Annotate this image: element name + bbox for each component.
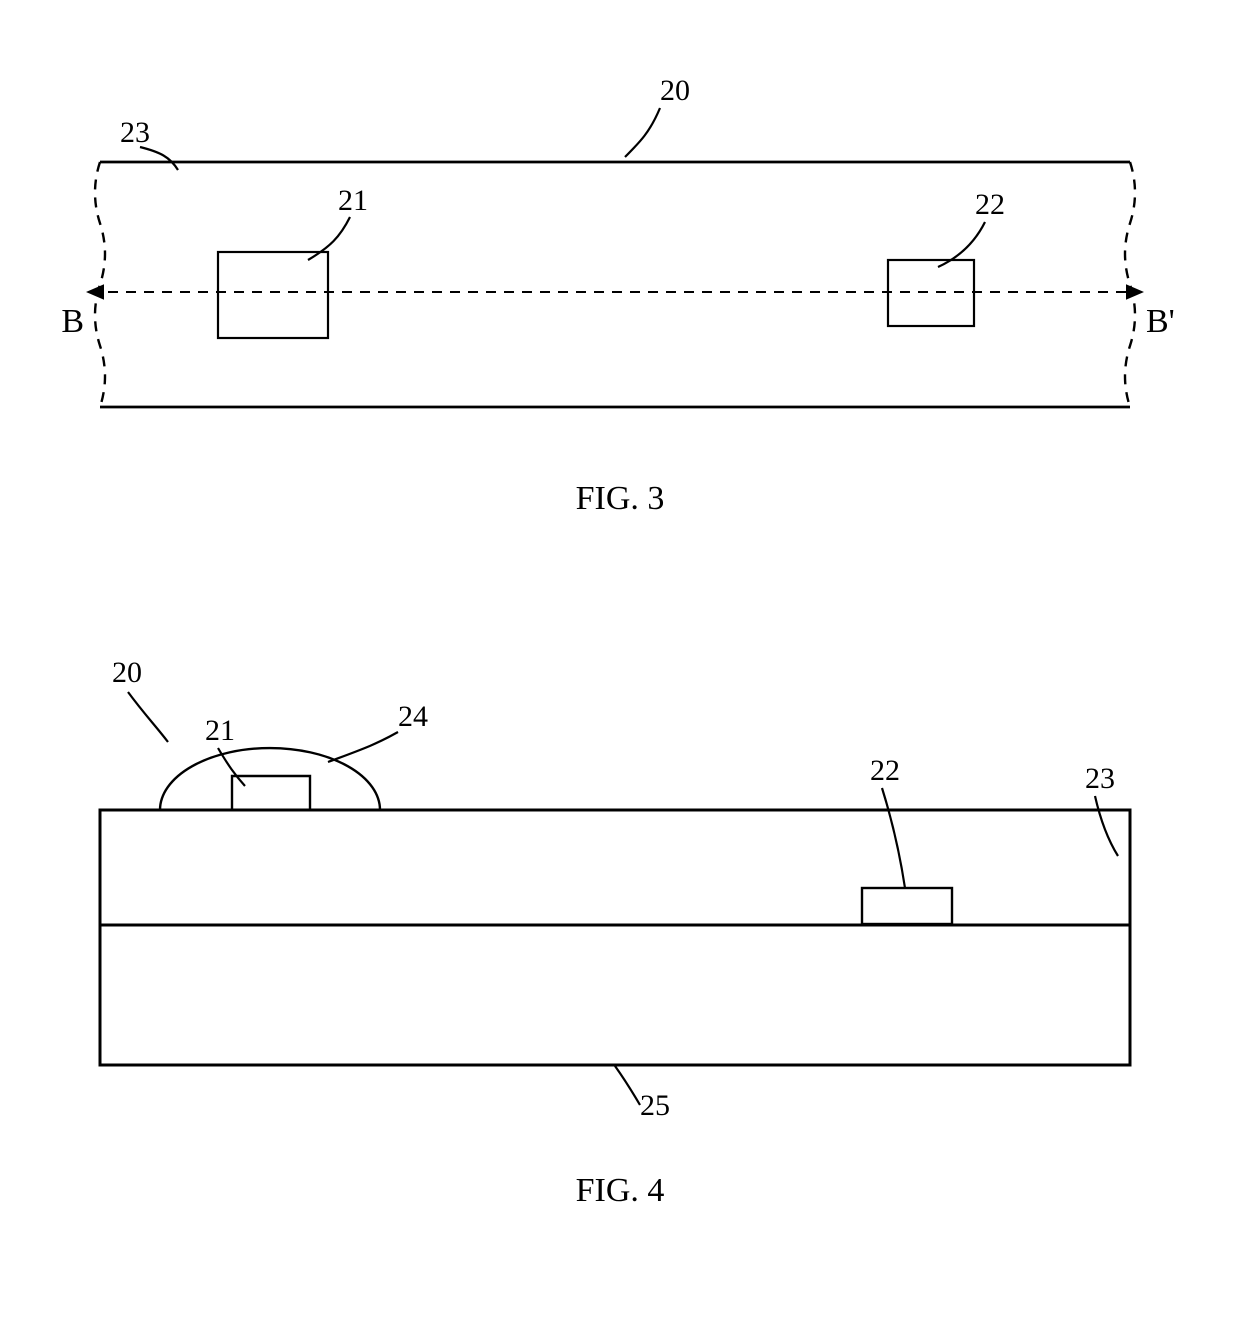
strip-left-break — [95, 162, 105, 407]
encapsulant-24 — [160, 748, 380, 810]
chip-22 — [862, 888, 952, 924]
figure-4: 20 24 21 22 23 25 — [0, 620, 1240, 1140]
ref-label-21: 21 — [338, 184, 368, 217]
figure-3-caption: FIG. 3 — [0, 480, 1240, 518]
leader-line — [1095, 796, 1118, 856]
strip-right-break — [1125, 162, 1135, 407]
ref-label-24: 24 — [398, 700, 428, 733]
ref-label-22: 22 — [975, 188, 1005, 221]
leader-line — [882, 788, 905, 888]
ref-label-21: 21 — [205, 714, 235, 747]
figure-3: B B' 20 23 21 22 — [0, 42, 1240, 442]
leader-line — [328, 732, 398, 762]
cross-section-outer — [100, 810, 1130, 1065]
section-arrow-right — [1126, 284, 1144, 299]
ref-label-23: 23 — [1085, 762, 1115, 795]
figure-3-labels: 20 23 21 22 — [120, 74, 1005, 267]
leader-line — [140, 147, 178, 170]
component-21 — [218, 252, 328, 338]
ref-label-20: 20 — [112, 656, 142, 689]
figure-4-caption: FIG. 4 — [0, 1172, 1240, 1210]
section-label-b: B — [61, 303, 84, 340]
ref-label-22: 22 — [870, 754, 900, 787]
leader-line — [625, 108, 660, 157]
figure-4-labels: 20 24 21 22 23 25 — [112, 656, 1118, 1122]
ref-label-20: 20 — [660, 74, 690, 107]
chip-21 — [232, 776, 310, 810]
page: B B' 20 23 21 22 FIG. 3 20 24 21 22 23 25 FIG. 4 — [0, 0, 1240, 1343]
section-label-b-prime: B' — [1146, 303, 1175, 340]
section-arrow-left — [86, 284, 104, 299]
ref-label-23: 23 — [120, 116, 150, 149]
ref-label-25: 25 — [640, 1089, 670, 1122]
leader-line — [615, 1066, 640, 1105]
leader-line — [128, 692, 168, 742]
